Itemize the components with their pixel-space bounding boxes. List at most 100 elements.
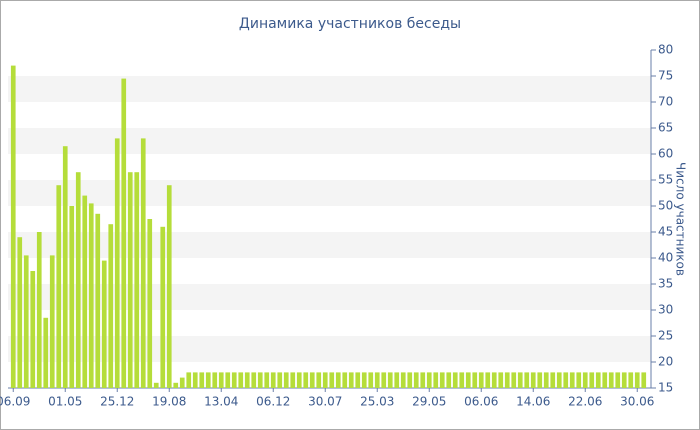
bar (147, 219, 153, 388)
bar (186, 372, 192, 388)
bar (602, 372, 608, 388)
y-axis-label: Число участников (674, 162, 688, 276)
bar (212, 372, 218, 388)
bar (82, 195, 88, 388)
bar (127, 172, 133, 388)
bar (381, 372, 387, 388)
bar (485, 372, 491, 388)
y-tick-label: 45 (658, 225, 673, 239)
bar (498, 372, 504, 388)
x-tick-label: 25.03 (360, 395, 394, 409)
bar (23, 255, 29, 388)
grid-band (8, 232, 651, 258)
bar (465, 372, 471, 388)
bar (140, 138, 146, 388)
bar (621, 372, 627, 388)
y-tick-label: 70 (658, 95, 673, 109)
bar (355, 372, 361, 388)
bar (309, 372, 315, 388)
bar (342, 372, 348, 388)
bar (121, 78, 127, 388)
bar (439, 372, 445, 388)
bar (316, 372, 322, 388)
bar (504, 372, 510, 388)
bar (251, 372, 257, 388)
bar (95, 213, 101, 388)
y-tick-label: 15 (658, 381, 673, 395)
bar (595, 372, 601, 388)
x-tick-label: 22.06 (568, 395, 602, 409)
x-tick-label: 19.08 (152, 395, 186, 409)
bar (199, 372, 205, 388)
bar (108, 224, 114, 388)
y-tick-label: 30 (658, 303, 673, 317)
x-tick-label: 14.06 (516, 395, 550, 409)
bar (303, 372, 309, 388)
bar (446, 372, 452, 388)
x-tick-label: 30.06 (620, 395, 654, 409)
bar (641, 372, 647, 388)
bar (270, 372, 276, 388)
bar (615, 372, 621, 388)
bar (530, 372, 536, 388)
bar (231, 372, 237, 388)
bar (179, 377, 185, 388)
bar (160, 226, 166, 388)
bar (459, 372, 465, 388)
y-tick-label: 80 (658, 43, 673, 57)
y-tick-label: 35 (658, 277, 673, 291)
bar (413, 372, 419, 388)
bar (608, 372, 614, 388)
bar (56, 185, 62, 388)
bar (491, 372, 497, 388)
bar (537, 372, 543, 388)
bar (634, 372, 640, 388)
bar (400, 372, 406, 388)
y-tick-label: 20 (658, 355, 673, 369)
x-tick-label: 06.09 (0, 395, 30, 409)
bar (10, 65, 16, 388)
bar (49, 255, 55, 388)
x-tick-label: 29.05 (412, 395, 446, 409)
chart-title: Динамика участников беседы (239, 16, 461, 32)
bar (283, 372, 289, 388)
bar (329, 372, 335, 388)
bar (582, 372, 588, 388)
x-tick-label: 25.12 (100, 395, 134, 409)
bar (173, 382, 179, 388)
bar (153, 382, 159, 388)
bar (238, 372, 244, 388)
bar (589, 372, 595, 388)
bar (407, 372, 413, 388)
bar (576, 372, 582, 388)
bar (75, 172, 81, 388)
bar (322, 372, 328, 388)
x-tick-label: 01.05 (48, 395, 82, 409)
bar (420, 372, 426, 388)
x-tick-label: 06.12 (256, 395, 290, 409)
x-tick-label: 13.04 (204, 395, 238, 409)
y-tick-label: 25 (658, 329, 673, 343)
bar (62, 146, 68, 388)
bar (134, 172, 140, 388)
bar (517, 372, 523, 388)
bar (628, 372, 634, 388)
bar (17, 237, 23, 388)
bar (192, 372, 198, 388)
bar (30, 271, 36, 388)
bar (543, 372, 549, 388)
bar (387, 372, 393, 388)
bar (69, 206, 75, 388)
y-tick-label: 75 (658, 69, 673, 83)
bar (478, 372, 484, 388)
bar (36, 232, 42, 388)
bar (257, 372, 263, 388)
x-tick-label: 06.06 (464, 395, 498, 409)
bar (218, 372, 224, 388)
bar (296, 372, 302, 388)
bar (563, 372, 569, 388)
y-tick-label: 50 (658, 199, 673, 213)
bar (569, 372, 575, 388)
bar (472, 372, 478, 388)
